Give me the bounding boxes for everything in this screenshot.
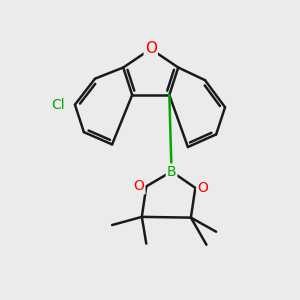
Text: O: O bbox=[145, 41, 157, 56]
Text: O: O bbox=[197, 181, 208, 195]
Text: O: O bbox=[134, 179, 144, 194]
Text: Cl: Cl bbox=[51, 98, 64, 112]
Text: B: B bbox=[167, 164, 176, 178]
